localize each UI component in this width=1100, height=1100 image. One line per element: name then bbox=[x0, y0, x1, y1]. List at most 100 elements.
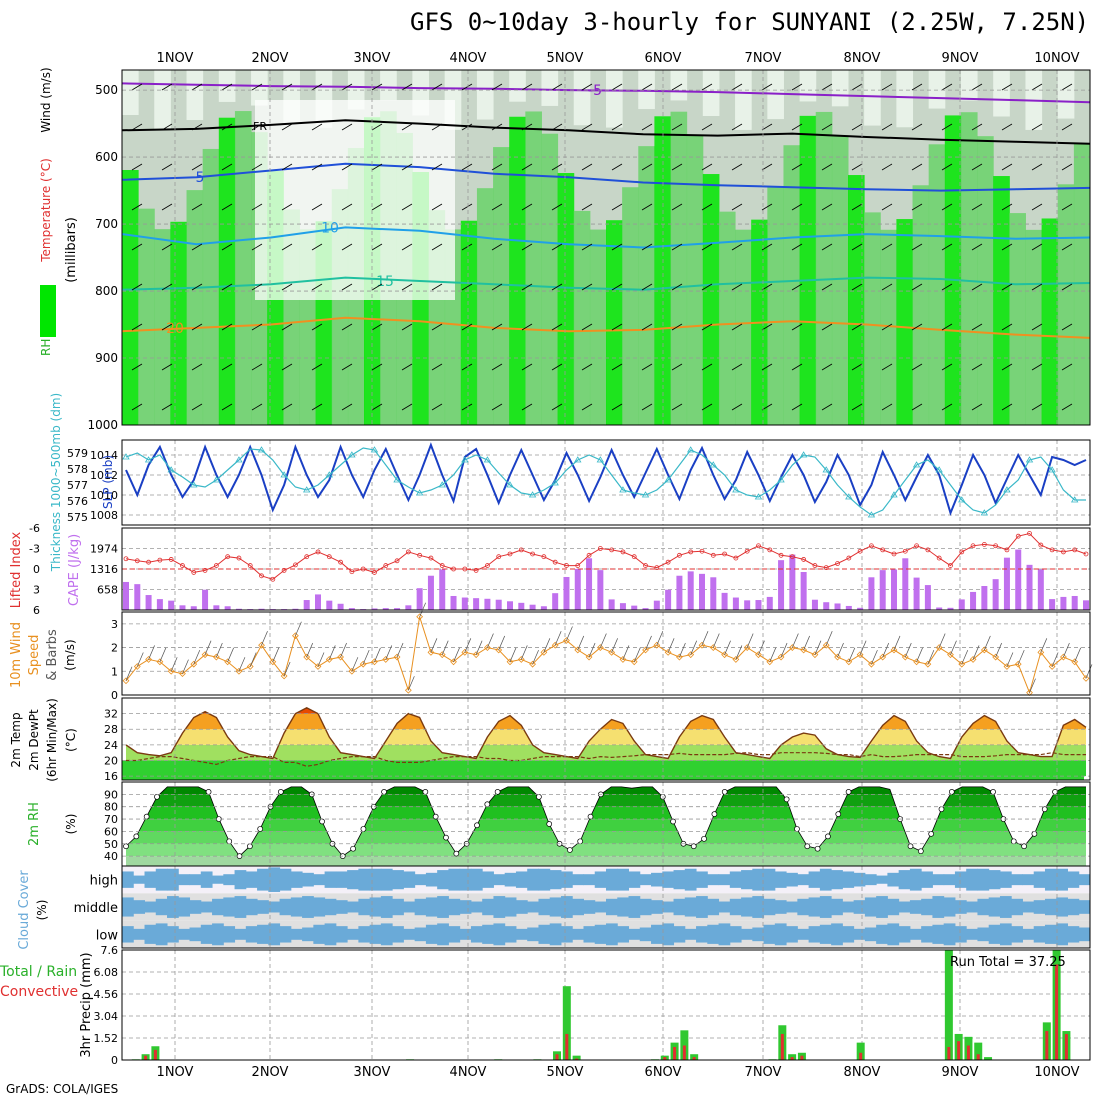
cloud-middle-bar-22 bbox=[369, 897, 382, 917]
cape-bar-33 bbox=[495, 599, 502, 610]
thickness-axis-label: Thickness 1000~500mb (dm) bbox=[49, 393, 63, 572]
thickness-point-72 bbox=[935, 466, 943, 473]
wind10-barb-43 bbox=[611, 638, 618, 653]
wind10-point-42 bbox=[596, 644, 604, 651]
precip-conv-bar-57 bbox=[682, 1045, 686, 1060]
wind10-barb-69 bbox=[904, 642, 912, 658]
wind-barb bbox=[851, 363, 863, 371]
cloud-middle-bar-45 bbox=[628, 896, 641, 918]
wind10-barb-11 bbox=[249, 652, 257, 667]
cape-bar-63 bbox=[834, 603, 841, 610]
cloud-low-bar-76 bbox=[977, 927, 990, 942]
isotherm-label-15: 15 bbox=[376, 274, 394, 290]
chart-title: GFS 0~10day 3-hourly for SUNYANI (2.25W,… bbox=[410, 8, 1090, 36]
rh2m-tick-70: 70 bbox=[104, 813, 118, 826]
wind-barb bbox=[971, 203, 983, 211]
wind10-point-62 bbox=[822, 641, 830, 649]
li-point-60 bbox=[801, 557, 807, 562]
wind-barb bbox=[461, 283, 473, 291]
wind-barb bbox=[521, 83, 533, 91]
thickness-tick-575: 575 bbox=[67, 511, 88, 524]
thickness-point-26 bbox=[415, 489, 424, 496]
li-point-66 bbox=[869, 543, 874, 549]
wind-barb bbox=[221, 403, 233, 411]
wind10-point-32 bbox=[484, 644, 491, 651]
temp-label-1: 2m Temp bbox=[9, 712, 23, 767]
wind10-barb-7 bbox=[204, 640, 212, 655]
li-tick-0: -6 bbox=[29, 522, 40, 535]
wind-barb bbox=[431, 203, 443, 211]
wind-barb bbox=[881, 163, 893, 171]
cloud-middle-bar-21 bbox=[358, 898, 371, 916]
wind-barb bbox=[1031, 363, 1043, 371]
wind10-point-39 bbox=[563, 637, 570, 644]
wind10-barb-4 bbox=[170, 657, 178, 672]
wind-barb bbox=[881, 403, 893, 411]
wind-barb bbox=[401, 163, 413, 171]
cloud-high-bar-4 bbox=[167, 868, 179, 891]
cloud-low-bar-36 bbox=[527, 927, 539, 942]
wind-barb bbox=[1061, 283, 1073, 291]
rh-dry-26 bbox=[541, 70, 559, 106]
rh2m-point-65 bbox=[794, 826, 800, 832]
wind-barb bbox=[671, 123, 683, 131]
cloud-high-bar-34 bbox=[504, 872, 517, 887]
wind-barb bbox=[341, 203, 353, 211]
temp2m-frame bbox=[121, 697, 1091, 781]
cloud-low-bar-47 bbox=[651, 924, 663, 944]
wind10-point-17 bbox=[314, 663, 322, 670]
wind-barb bbox=[281, 283, 293, 291]
cloud-low-bar-80 bbox=[1022, 928, 1035, 940]
cloud-low-bar-63 bbox=[831, 923, 843, 946]
wind-barb bbox=[221, 363, 233, 371]
wind-barb bbox=[581, 243, 593, 251]
rh2m-point-40 bbox=[536, 793, 542, 800]
wind-barb bbox=[281, 123, 293, 131]
li-point-55 bbox=[744, 548, 750, 554]
cloud-low-bar-77 bbox=[988, 924, 1001, 944]
cloud-level-label-middle: middle bbox=[74, 901, 118, 916]
cloud-middle-bar-42 bbox=[594, 901, 607, 913]
wind-barb bbox=[821, 243, 833, 251]
cloud-middle-bar-46 bbox=[639, 898, 652, 916]
cloud-middle-bar-36 bbox=[527, 901, 539, 913]
temp-label-2: 2m DewPt bbox=[27, 709, 41, 771]
cloud-middle-bar-81 bbox=[1033, 900, 1046, 914]
cape-bar-1 bbox=[134, 584, 141, 610]
li-point-77 bbox=[993, 543, 999, 549]
li-point-6 bbox=[191, 570, 197, 575]
wind-barb bbox=[491, 283, 503, 291]
precip-conv-bar-95 bbox=[1055, 964, 1059, 1060]
rh2m-point-77 bbox=[917, 848, 924, 855]
li-point-5 bbox=[180, 563, 185, 568]
wind-barb bbox=[281, 83, 293, 91]
wind-barb bbox=[881, 323, 893, 331]
cloud-low-bar-54 bbox=[729, 926, 742, 943]
wind-barb bbox=[1001, 283, 1013, 291]
wind-barb bbox=[671, 363, 683, 371]
thickness-point-30 bbox=[461, 456, 469, 463]
cloud-high-bar-11 bbox=[245, 871, 258, 888]
bottom-date-label-9: 10NOV bbox=[1034, 1065, 1079, 1080]
wind-tick-1: 1 bbox=[111, 665, 118, 678]
top-date-label-6: 7NOV bbox=[745, 51, 782, 66]
temperature-legend-label: Temperature (°C) bbox=[39, 158, 53, 263]
wind-barb bbox=[671, 203, 683, 211]
thickness-point-62 bbox=[822, 466, 830, 473]
wind-barb bbox=[671, 403, 683, 411]
cloud-high-bar-51 bbox=[696, 871, 708, 888]
cloud-middle-bar-12 bbox=[257, 900, 269, 914]
thickness-point-12 bbox=[257, 446, 266, 453]
cape-bar-50 bbox=[687, 571, 694, 610]
cape-axis-label: CAPE (J/kg) bbox=[67, 534, 82, 606]
cloud-low-bar-85 bbox=[1078, 927, 1091, 942]
wind10-barb-58 bbox=[780, 642, 788, 658]
cloud-low-bar-52 bbox=[707, 924, 720, 944]
rh2m-point-8 bbox=[205, 789, 212, 795]
thickness-point-64 bbox=[845, 493, 853, 500]
cloud-middle-bar-72 bbox=[932, 896, 945, 918]
cape-tick-658: 658 bbox=[97, 584, 118, 597]
cloud-low-bar-51 bbox=[696, 926, 708, 943]
wind-barb bbox=[971, 163, 983, 171]
